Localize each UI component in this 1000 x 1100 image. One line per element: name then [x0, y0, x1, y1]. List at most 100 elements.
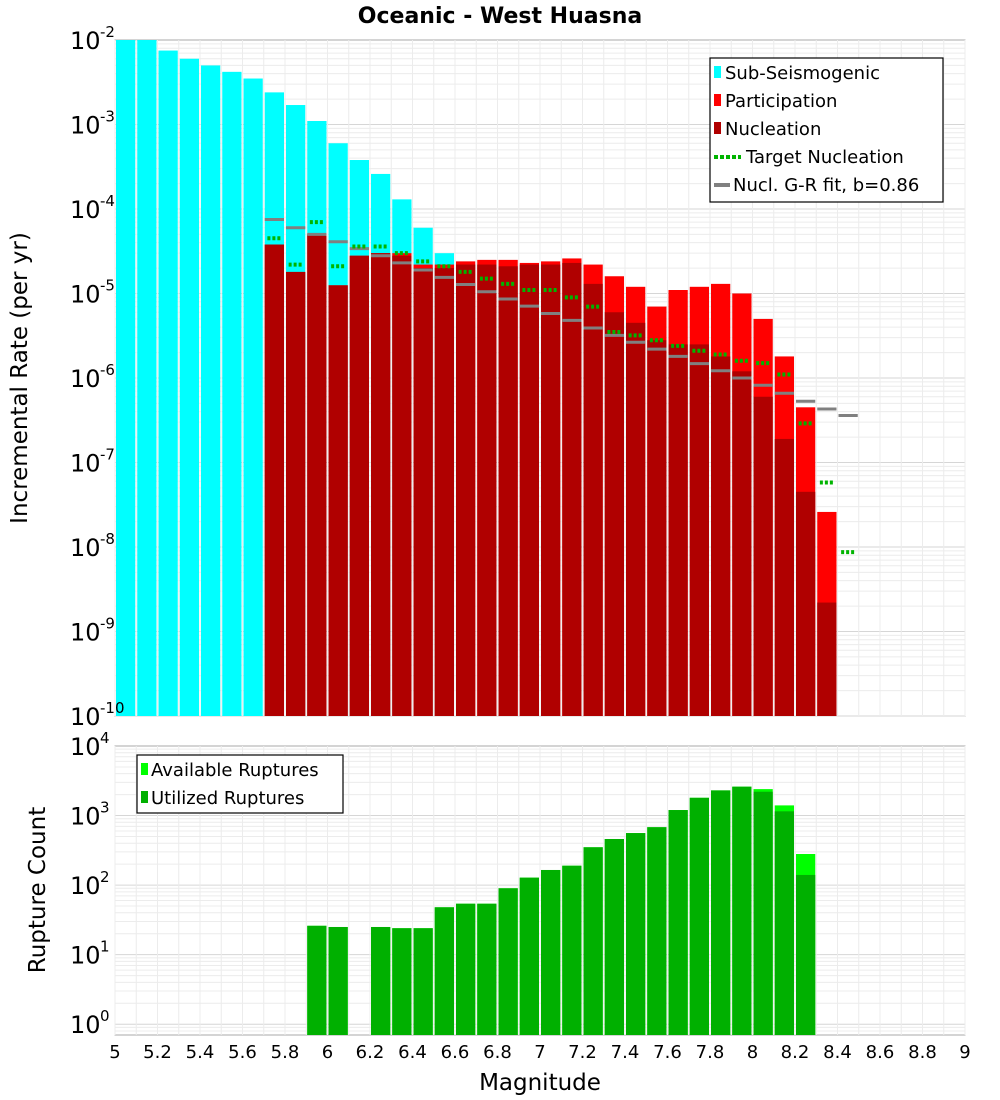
x-tick-label: 6.2 — [356, 1042, 385, 1063]
utilized-ruptures-bar — [711, 790, 731, 1035]
nucleation-bar — [796, 491, 816, 716]
x-tick-label: 8.4 — [823, 1042, 852, 1063]
count-y-tick-exponent: 1 — [100, 938, 110, 956]
nucleation-bar — [732, 371, 752, 716]
x-tick-label: 8.8 — [908, 1042, 937, 1063]
rate-y-tick-exponent: -2 — [100, 23, 115, 41]
nucleation-bar — [349, 255, 369, 716]
chart-title: Oceanic - West Huasna — [358, 4, 642, 29]
utilized-ruptures-bar — [796, 874, 816, 1035]
nucleation-bar — [413, 268, 433, 716]
legend-label-participation: Participation — [725, 91, 837, 112]
legend-label-sub-seismogenic: Sub-Seismogenic — [725, 63, 880, 84]
rate-y-tick-label: 10 — [70, 703, 101, 731]
legend-label-available: Available Ruptures — [151, 760, 319, 781]
count-y-tick-label: 10 — [70, 1011, 101, 1039]
rate-y-tick-label: 10 — [70, 365, 101, 393]
count-legend: Available Ruptures Utilized Ruptures — [136, 754, 344, 814]
count-y-tick-exponent: 4 — [100, 729, 110, 747]
rate-dash-marks — [264, 218, 858, 555]
x-tick-label: 7.4 — [611, 1042, 640, 1063]
x-tick-label: 7.2 — [568, 1042, 597, 1063]
nucleation-bar — [286, 271, 306, 716]
rate-y-tick-label: 10 — [70, 534, 101, 562]
legend-label-nucleation: Nucleation — [725, 119, 821, 140]
utilized-ruptures-bar — [498, 888, 518, 1035]
x-tick-label: 9 — [959, 1042, 970, 1063]
legend-swatch-sub-seismogenic — [714, 66, 721, 78]
rate-y-tick-label: 10 — [70, 450, 101, 478]
nucleation-bar — [753, 396, 773, 716]
nucleation-bar — [626, 322, 646, 716]
nucleation-bar — [498, 266, 518, 716]
nucleation-bar — [604, 312, 624, 716]
nucleation-bar — [711, 356, 731, 716]
nucleation-bar — [817, 602, 837, 716]
rate-y-tick-exponent: -7 — [100, 446, 115, 464]
utilized-ruptures-bar — [307, 925, 327, 1035]
utilized-ruptures-bar — [371, 926, 391, 1035]
count-y-tick-exponent: 2 — [100, 868, 110, 886]
utilized-ruptures-bar — [434, 907, 454, 1035]
x-tick-label: 6.6 — [441, 1042, 470, 1063]
sub-seismogenic-bar — [158, 50, 178, 717]
utilized-ruptures-bar — [328, 926, 348, 1035]
rate-y-tick-exponent: -5 — [100, 277, 115, 295]
utilized-ruptures-bar — [392, 928, 412, 1035]
sub-seismogenic-bar — [179, 58, 199, 717]
count-grid — [114, 746, 966, 1035]
utilized-ruptures-bar — [668, 810, 688, 1035]
x-tick-label: 6 — [322, 1042, 333, 1063]
legend-label-gr-fit: Nucl. G-R fit, b=0.86 — [733, 175, 919, 196]
x-tick-label: 5.6 — [228, 1042, 257, 1063]
x-tick-label: 6.8 — [483, 1042, 512, 1063]
x-tick-label: 5.4 — [186, 1042, 215, 1063]
utilized-ruptures-bar — [689, 797, 709, 1035]
nucleation-bar — [647, 340, 667, 716]
nucleation-bar — [689, 344, 709, 716]
utilized-ruptures-bar — [732, 786, 752, 1035]
utilized-ruptures-bar — [753, 791, 773, 1035]
rate-legend: Sub-Seismogenic Participation Nucleation… — [709, 57, 944, 203]
rate-y-tick-label: 10 — [70, 196, 101, 224]
legend-swatch-available — [141, 763, 148, 775]
nucleation-bar — [583, 283, 603, 716]
x-tick-label: 5.8 — [271, 1042, 300, 1063]
count-y-tick-exponent: 3 — [100, 799, 110, 817]
utilized-ruptures-bar — [774, 811, 794, 1035]
x-tick-label: 5.2 — [143, 1042, 172, 1063]
utilized-ruptures-bar — [456, 903, 476, 1035]
sub-seismogenic-bar — [201, 65, 221, 717]
x-tick-label: 7 — [534, 1042, 545, 1063]
count-y-tick-label: 10 — [70, 872, 101, 900]
nucleation-bar — [392, 255, 412, 716]
nucleation-bar — [519, 264, 539, 716]
x-tick-label: 8 — [747, 1042, 758, 1063]
nucleation-bar — [668, 344, 688, 716]
x-tick-labels: 5 5.2 5.4 5.6 5.8 6 6.2 6.4 6.6 6.8 7 7.2 7.4 7.6 7.8 8… — [109, 1042, 970, 1063]
nucleation-bar — [264, 244, 284, 716]
legend-swatch-nucleation — [714, 122, 721, 134]
nucleation-bar — [562, 262, 582, 716]
utilized-ruptures-bar — [626, 833, 646, 1035]
nucleation-bar — [541, 264, 561, 716]
rate-y-tick-label: 10 — [70, 619, 101, 647]
x-tick-label: 6.4 — [398, 1042, 427, 1063]
utilized-ruptures-bar — [413, 928, 433, 1035]
utilized-ruptures-bar — [604, 839, 624, 1035]
rate-y-tick-label: 10 — [70, 27, 101, 55]
rate-bars — [116, 40, 837, 717]
legend-label-utilized: Utilized Ruptures — [151, 788, 304, 809]
utilized-ruptures-bar — [647, 827, 667, 1035]
sub-seismogenic-bar — [222, 71, 242, 716]
rate-y-tick-exponent: -4 — [100, 192, 115, 210]
sub-seismogenic-bar — [243, 78, 263, 717]
rate-y-tick-exponent: -3 — [100, 108, 115, 126]
x-tick-label: 5 — [109, 1042, 120, 1063]
legend-swatch-participation — [714, 94, 721, 106]
rate-y-tick-label: 10 — [70, 281, 101, 309]
